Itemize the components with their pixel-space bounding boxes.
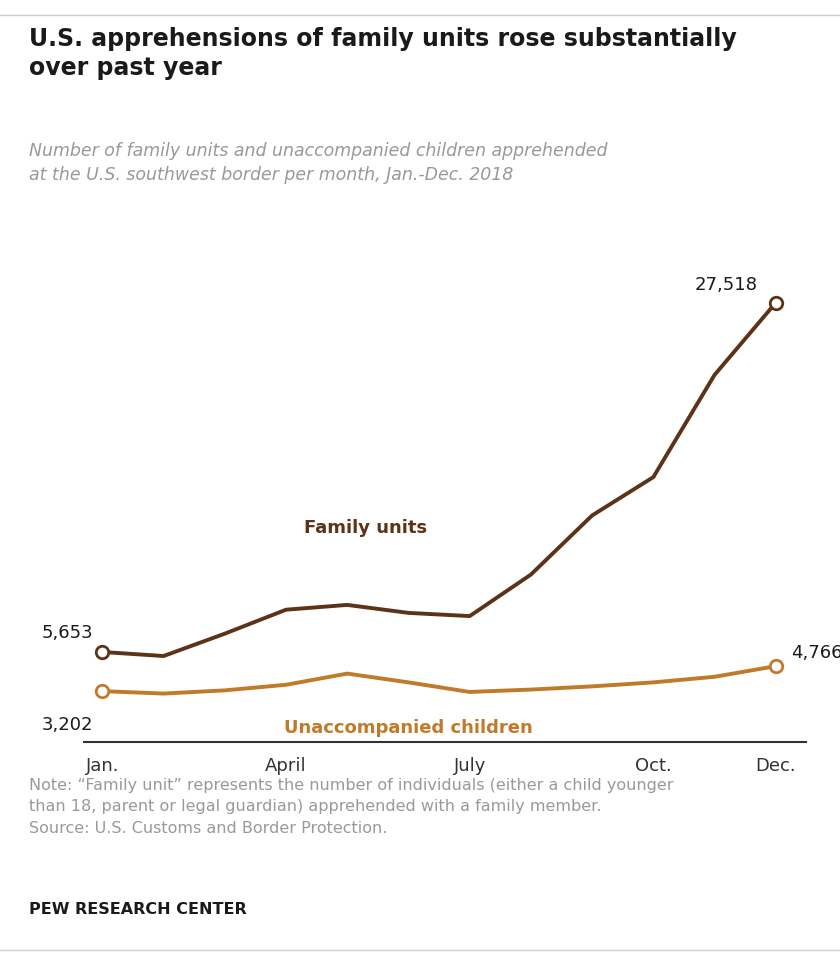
Text: 27,518: 27,518 <box>695 276 758 294</box>
Text: 3,202: 3,202 <box>42 715 93 734</box>
Text: Unaccompanied children: Unaccompanied children <box>284 718 533 736</box>
Text: 5,653: 5,653 <box>41 623 93 641</box>
Text: U.S. apprehensions of family units rose substantially
over past year: U.S. apprehensions of family units rose … <box>29 27 738 80</box>
Text: PEW RESEARCH CENTER: PEW RESEARCH CENTER <box>29 901 247 915</box>
Text: Note: “Family unit” represents the number of individuals (either a child younger: Note: “Family unit” represents the numbe… <box>29 777 674 835</box>
Text: Family units: Family units <box>304 518 428 536</box>
Text: Number of family units and unaccompanied children apprehended
at the U.S. southw: Number of family units and unaccompanied… <box>29 142 608 184</box>
Text: 4,766: 4,766 <box>791 644 840 661</box>
